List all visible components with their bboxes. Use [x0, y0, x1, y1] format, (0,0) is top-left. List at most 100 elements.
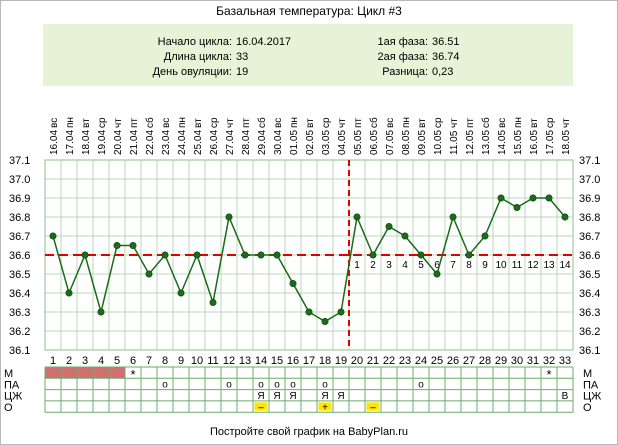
- weekday-label: пн: [513, 117, 524, 128]
- luteal-day-label: 5: [418, 260, 424, 271]
- temperature-point: [113, 242, 121, 250]
- y-axis-left: 36.1 36.2 36.3 36.4 36.5 36.6 36.7 36.8 36.9 37.0…: [9, 155, 30, 357]
- luteal-day-label: 4: [402, 260, 408, 271]
- x-tick-label: 26: [447, 355, 459, 367]
- x-tick-label: 22: [383, 355, 395, 367]
- weekday-label: чт: [561, 118, 572, 128]
- cervical-mucus-mark: Я: [273, 391, 280, 402]
- weekday-label: вс: [497, 118, 508, 128]
- weekday-label: сб: [144, 117, 156, 128]
- x-tick-label: 33: [559, 355, 571, 367]
- x-tick-label: 28: [479, 355, 491, 367]
- temperature-point: [193, 251, 201, 259]
- date-label: 30.04: [273, 130, 284, 155]
- date-label: 17.04: [65, 130, 76, 155]
- x-tick-label: 20: [351, 355, 363, 367]
- cervical-mucus-mark: Я: [337, 391, 344, 402]
- date-label: 09.05: [417, 130, 428, 155]
- temperature-point: [417, 251, 425, 259]
- intercourse-mark: o: [258, 379, 264, 390]
- temperature-point: [225, 213, 233, 221]
- date-label: 14.05: [497, 130, 508, 155]
- y-tick-label-right: 36.4: [579, 288, 600, 300]
- x-tick-label: 29: [495, 355, 507, 367]
- date-label: 16.05: [529, 130, 540, 155]
- x-tick-label: 27: [463, 355, 475, 367]
- phase1-value: 36.51: [432, 36, 460, 48]
- y-tick-label-right: 37.1: [579, 155, 600, 167]
- ovulation-test-mark: +: [322, 402, 328, 413]
- weekday-label: вт: [529, 118, 540, 128]
- row-label-right: ПА: [583, 379, 599, 391]
- phase2-value: 36.74: [432, 51, 460, 63]
- temperature-point: [241, 251, 249, 259]
- date-label: 16.04: [49, 130, 60, 155]
- row-label-left: М: [4, 368, 13, 380]
- temperature-point: [513, 204, 521, 212]
- phase1-label: 1ая фаза:: [377, 36, 428, 48]
- date-label: 01.05: [289, 130, 300, 155]
- x-tick-label: 32: [543, 355, 555, 367]
- y-tick-label: 37.1: [9, 155, 30, 167]
- x-tick-label: 23: [399, 355, 411, 367]
- x-tick-label: 11: [207, 355, 218, 367]
- date-label: 12.05: [465, 130, 476, 155]
- row-label-left: ПА: [4, 379, 20, 391]
- x-tick-label: 3: [82, 355, 88, 367]
- x-tick-label: 12: [223, 355, 235, 367]
- y-tick-label-right: 36.1: [579, 345, 600, 357]
- x-tick-label: 19: [335, 355, 347, 367]
- x-tick-label: 16: [287, 355, 299, 367]
- temperature-point: [321, 317, 329, 325]
- difference-label: Разница:: [382, 66, 428, 78]
- intercourse-mark: o: [290, 379, 296, 390]
- date-label: 10.05: [433, 130, 444, 155]
- phase2-label: 2ая фаза:: [377, 51, 428, 63]
- x-tick-label: 13: [239, 355, 251, 367]
- temperature-point: [145, 270, 153, 278]
- date-label: 03.05: [321, 130, 332, 155]
- temperature-point: [401, 232, 409, 240]
- date-label: 04.05: [337, 130, 348, 155]
- luteal-day-label: 8: [466, 260, 472, 271]
- luteal-day-label: 6: [434, 260, 440, 271]
- weekday-label: вт: [305, 118, 316, 128]
- x-axis: 1 2 3 4 5 6 7 8 9 10 11 12 13 14 15 16 17 18 19 20 21 22 23 24 2…: [50, 355, 571, 367]
- weekday-label: чт: [449, 118, 460, 128]
- date-label: 22.04: [145, 130, 156, 155]
- temperature-point: [449, 213, 457, 221]
- weekday-label: вс: [49, 118, 60, 128]
- weekday-label: вс: [161, 118, 172, 128]
- intercourse-mark: o: [418, 379, 424, 390]
- temperature-point: [497, 194, 505, 202]
- y-tick-label: 36.4: [9, 288, 30, 300]
- temperature-point: [97, 308, 105, 316]
- weekday-label: ср: [209, 117, 220, 128]
- luteal-day-label: 11: [512, 260, 523, 271]
- y-tick-label: 36.7: [9, 231, 30, 243]
- temperature-point: [561, 213, 569, 221]
- date-label: 21.04: [129, 130, 140, 155]
- weekday-label: пт: [241, 118, 252, 128]
- length-label: Длина цикла:: [164, 51, 232, 63]
- row-label-left: ЦЖ: [4, 391, 22, 403]
- menstruation-cell: [61, 367, 77, 379]
- menstruation-cell: [109, 367, 125, 379]
- x-tick-label: 2: [66, 355, 72, 367]
- weekday-label: ср: [545, 117, 556, 128]
- weekday-label: пт: [353, 118, 364, 128]
- chart-title: Базальная температура: Цикл #3: [216, 4, 402, 18]
- intercourse-mark: o: [274, 379, 280, 390]
- date-label: 18.05: [561, 130, 572, 155]
- ovulation-test-mark: –: [370, 402, 376, 413]
- x-tick-label: 10: [191, 355, 203, 367]
- date-label: 06.05: [369, 130, 380, 155]
- y-tick-label-right: 36.7: [579, 231, 600, 243]
- date-label: 02.05: [305, 130, 316, 155]
- start-value: 16.04.2017: [236, 36, 291, 48]
- row-label-right: М: [583, 368, 592, 380]
- date-label: 07.05: [385, 130, 396, 155]
- temperature-point: [545, 194, 553, 202]
- x-tick-label: 30: [511, 355, 523, 367]
- weekday-label: ср: [433, 117, 444, 128]
